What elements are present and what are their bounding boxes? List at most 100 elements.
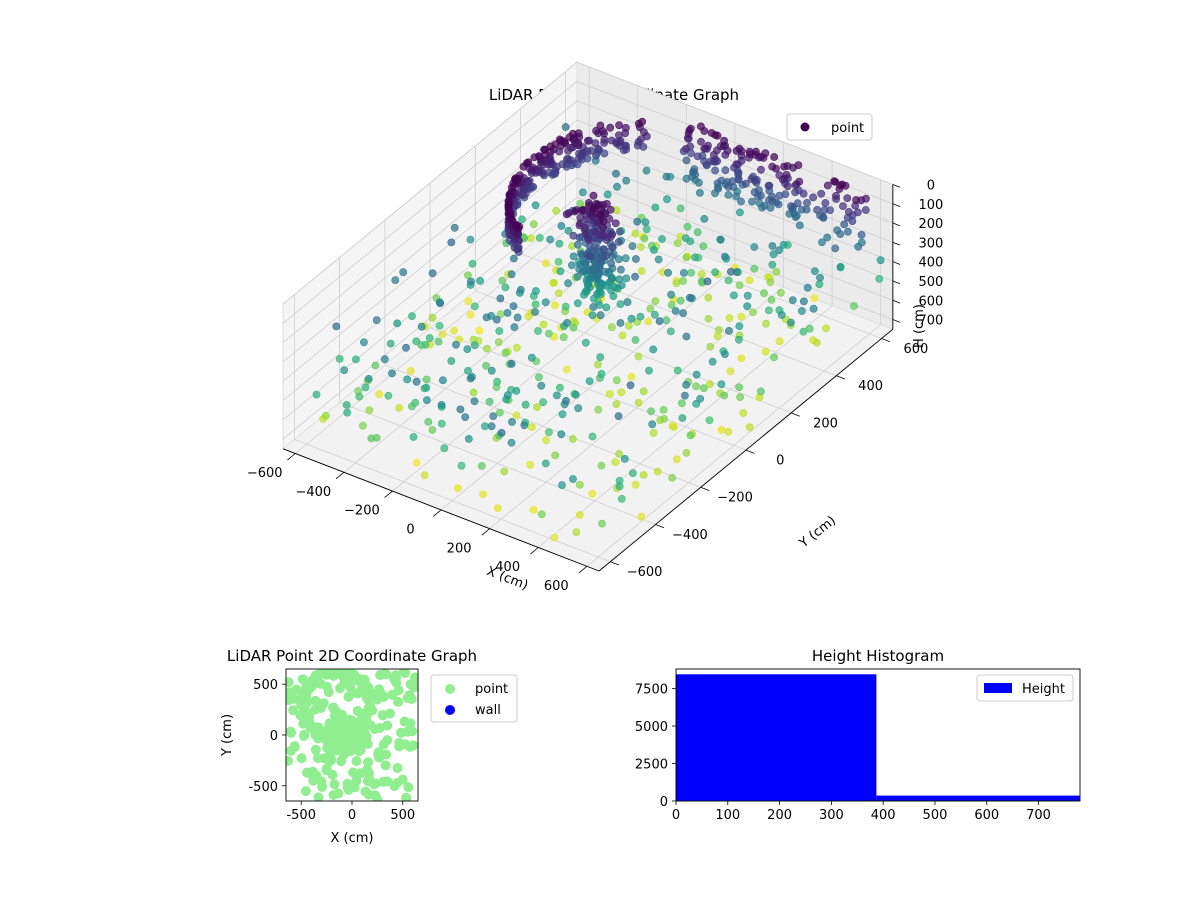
point-3d bbox=[667, 290, 675, 299]
point-3d bbox=[760, 201, 769, 210]
point-2d bbox=[286, 687, 294, 698]
point-3d bbox=[696, 188, 704, 197]
point-3d bbox=[532, 287, 540, 295]
chart-3d-legend-marker bbox=[800, 122, 810, 132]
point-3d bbox=[589, 303, 598, 311]
chart-2d-points bbox=[286, 669, 418, 801]
z-tick bbox=[892, 203, 901, 207]
point-3d bbox=[545, 428, 553, 437]
point-3d bbox=[637, 267, 646, 275]
chart-3d-zlabel: H (cm) bbox=[912, 304, 927, 348]
point-3d bbox=[501, 348, 510, 357]
point-2d bbox=[402, 693, 413, 703]
point-3d bbox=[607, 259, 615, 268]
y-tick bbox=[700, 486, 710, 491]
point-3d bbox=[693, 152, 702, 161]
point-3d bbox=[704, 141, 712, 150]
point-3d bbox=[799, 327, 808, 336]
point-3d bbox=[503, 391, 512, 400]
y-tick-label: 600 bbox=[903, 342, 928, 357]
point-3d bbox=[777, 288, 785, 297]
point-3d bbox=[555, 239, 564, 248]
point-3d bbox=[654, 255, 663, 264]
point-3d bbox=[714, 325, 723, 334]
point-3d bbox=[542, 436, 551, 445]
point-3d bbox=[508, 418, 516, 426]
point-3d bbox=[574, 240, 582, 249]
point-3d bbox=[717, 425, 726, 434]
point-3d bbox=[438, 330, 447, 339]
z-tick-label: 500 bbox=[918, 275, 943, 290]
point-3d bbox=[743, 302, 752, 311]
point-3d bbox=[343, 408, 352, 417]
point-2d bbox=[336, 756, 347, 767]
point-3d bbox=[648, 420, 657, 429]
point-3d bbox=[783, 182, 792, 191]
histogram-legend-box bbox=[976, 674, 1074, 702]
z-tick-label: 0 bbox=[927, 179, 935, 194]
point-3d bbox=[470, 302, 479, 311]
point-3d bbox=[476, 276, 484, 285]
point-2d bbox=[295, 710, 306, 721]
point-2d bbox=[286, 755, 293, 766]
point-3d bbox=[569, 252, 578, 261]
point-2d bbox=[336, 709, 347, 720]
point-3d bbox=[853, 208, 862, 217]
point-3d bbox=[693, 228, 702, 237]
point-3d bbox=[794, 161, 803, 169]
x-tick-label-hist: 200 bbox=[767, 808, 792, 823]
chart-3d-ylabel: Y (cm) bbox=[796, 513, 839, 551]
point-2d bbox=[342, 673, 353, 684]
point-3d bbox=[559, 333, 568, 342]
point-3d bbox=[556, 267, 565, 276]
point-3d bbox=[359, 338, 368, 347]
point-3d bbox=[735, 144, 744, 153]
point-2d bbox=[378, 776, 389, 787]
point-3d bbox=[393, 319, 402, 328]
point-3d bbox=[597, 257, 606, 265]
point-3d bbox=[640, 234, 649, 243]
z-tick bbox=[892, 299, 901, 304]
point-3d bbox=[622, 274, 631, 283]
x-tick-label: 600 bbox=[544, 579, 569, 594]
point-3d bbox=[725, 326, 733, 335]
point-3d bbox=[456, 405, 465, 414]
grid-line-x bbox=[343, 85, 639, 473]
point-3d bbox=[557, 430, 566, 439]
histogram-legend: Height bbox=[976, 674, 1074, 702]
point-2d bbox=[335, 683, 345, 694]
point-3d bbox=[487, 366, 496, 375]
point-3d bbox=[364, 374, 373, 383]
point-3d bbox=[617, 265, 625, 274]
point-3d bbox=[450, 326, 458, 335]
point-3d bbox=[521, 400, 530, 409]
point-3d bbox=[861, 206, 870, 214]
point-3d bbox=[537, 381, 546, 390]
x-tick-label-hist: 400 bbox=[871, 808, 896, 823]
point-3d bbox=[595, 263, 604, 272]
point-3d bbox=[422, 383, 431, 392]
point-3d bbox=[683, 222, 692, 231]
point-3d bbox=[692, 399, 701, 408]
point-3d bbox=[434, 337, 443, 346]
point-3d bbox=[745, 276, 754, 284]
point-3d bbox=[716, 235, 725, 244]
point-2d bbox=[401, 792, 412, 801]
point-3d bbox=[403, 375, 411, 384]
point-3d bbox=[388, 369, 396, 378]
point-3d bbox=[624, 321, 633, 330]
point-3d bbox=[527, 423, 536, 431]
point-2d bbox=[409, 682, 418, 693]
point-2d bbox=[343, 741, 354, 752]
point-3d bbox=[651, 297, 660, 305]
point-3d bbox=[501, 283, 510, 292]
y-tick-label: 200 bbox=[813, 416, 838, 431]
point-3d bbox=[781, 190, 790, 199]
point-3d bbox=[477, 462, 486, 470]
point-3d bbox=[644, 317, 653, 326]
point-3d bbox=[711, 268, 719, 277]
point-3d bbox=[575, 480, 584, 489]
point-3d bbox=[768, 242, 777, 250]
point-3d bbox=[600, 245, 608, 254]
